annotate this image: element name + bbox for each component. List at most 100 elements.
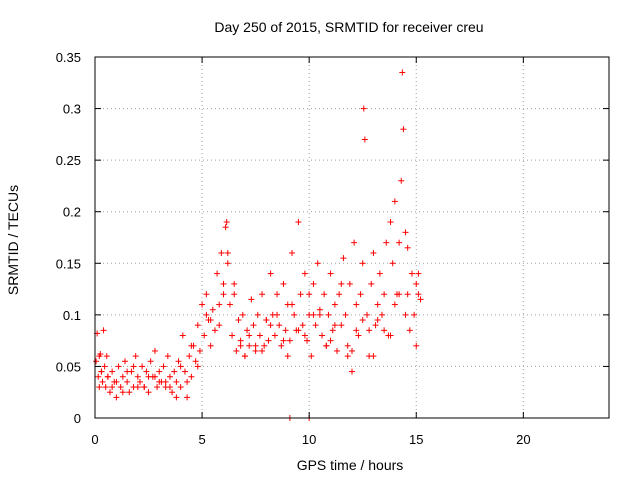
data-point <box>325 311 332 318</box>
data-point <box>177 384 184 391</box>
data-point <box>331 301 338 308</box>
data-point <box>139 363 146 370</box>
data-point <box>248 296 255 303</box>
data-point <box>231 291 238 298</box>
data-point <box>259 347 266 354</box>
data-point <box>184 378 191 385</box>
data-point <box>113 378 120 385</box>
data-point <box>250 322 257 329</box>
data-point <box>417 296 424 303</box>
data-point <box>265 337 272 344</box>
data-point <box>370 353 377 360</box>
y-axis-label: SRMTID / TECUs <box>5 185 21 295</box>
data-point <box>164 353 171 360</box>
data-point <box>404 291 411 298</box>
data-point <box>124 378 131 385</box>
data-point <box>239 311 246 318</box>
data-point <box>359 317 366 324</box>
data-point <box>316 306 323 313</box>
data-point <box>254 311 261 318</box>
data-point <box>363 311 370 318</box>
data-point <box>184 394 191 401</box>
data-point <box>211 327 218 334</box>
data-point <box>252 347 259 354</box>
x-tick-label: 10 <box>302 432 316 447</box>
axis-ticks <box>94 56 609 419</box>
data-point <box>295 219 302 226</box>
data-point <box>323 342 330 349</box>
data-point <box>349 368 355 375</box>
data-point <box>145 389 152 396</box>
data-point <box>316 311 323 318</box>
data-point <box>101 363 108 370</box>
data-point <box>346 280 353 287</box>
data-point <box>147 358 154 365</box>
data-point <box>381 327 388 334</box>
data-point <box>361 136 368 143</box>
y-tick-label: 0.05 <box>56 359 81 374</box>
data-point <box>400 126 407 133</box>
data-point <box>209 306 216 313</box>
data-point <box>366 327 373 334</box>
data-point <box>289 249 296 256</box>
data-point <box>301 332 308 339</box>
data-point <box>117 384 124 391</box>
data-point <box>297 291 304 298</box>
data-point <box>196 347 203 354</box>
data-point <box>160 363 167 370</box>
data-point <box>304 337 311 344</box>
data-point <box>263 317 270 324</box>
data-point <box>241 353 248 360</box>
data-point <box>233 347 240 354</box>
data-point <box>319 332 326 339</box>
data-point <box>349 347 355 354</box>
x-tick-label: 0 <box>91 432 98 447</box>
data-point <box>291 311 298 318</box>
data-point <box>404 244 411 251</box>
data-point <box>188 373 195 380</box>
data-point <box>374 317 381 324</box>
data-point <box>310 311 317 318</box>
data-point <box>224 249 231 256</box>
data-point <box>327 270 334 277</box>
data-point <box>132 353 139 360</box>
data-point <box>244 327 251 334</box>
data-point <box>267 322 274 329</box>
x-axis-label: GPS time / hours <box>297 457 404 473</box>
data-point <box>289 301 296 308</box>
data-point <box>218 249 225 256</box>
data-point <box>220 280 227 287</box>
data-point <box>181 368 188 375</box>
data-point <box>186 353 193 360</box>
data-point <box>194 322 201 329</box>
data-point <box>280 337 287 344</box>
data-point <box>169 389 176 396</box>
data-point <box>199 301 206 308</box>
data-point <box>126 389 133 396</box>
y-tick-label: 0.25 <box>56 153 81 168</box>
data-point <box>179 332 186 339</box>
data-point <box>246 332 253 339</box>
data-point <box>237 337 244 344</box>
data-point <box>408 270 415 277</box>
data-point <box>141 384 148 391</box>
data-point <box>331 322 338 329</box>
data-point <box>308 353 315 360</box>
grid-layer <box>95 57 609 418</box>
data-point <box>93 358 100 365</box>
data-point <box>357 291 364 298</box>
x-tick-labels: 0 5 10 15 20 <box>91 432 530 447</box>
data-point <box>306 291 313 298</box>
data-point <box>115 363 122 370</box>
data-point <box>370 249 377 256</box>
data-point <box>301 270 308 277</box>
data-point <box>256 332 263 339</box>
data-point <box>113 394 120 401</box>
data-point <box>188 342 195 349</box>
data-point <box>214 270 221 277</box>
data-point <box>192 358 199 365</box>
plot-frame <box>94 56 610 419</box>
data-point <box>271 332 278 339</box>
data-point <box>96 384 103 391</box>
